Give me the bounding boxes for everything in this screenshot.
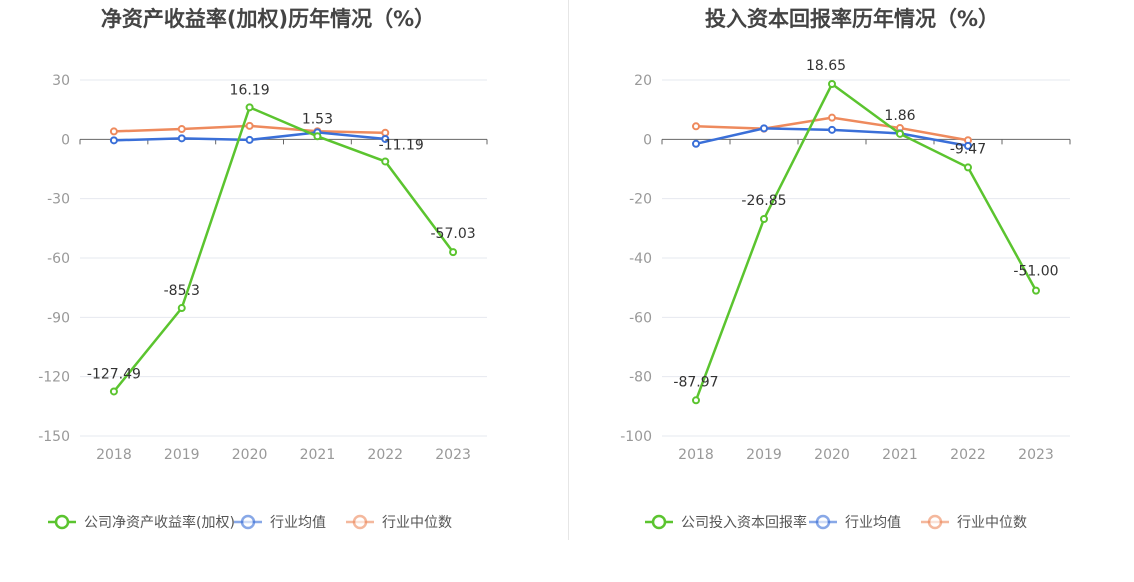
data-label: -85.3: [164, 283, 200, 299]
y-tick-label: -60: [47, 251, 70, 267]
data-label: 18.65: [806, 58, 846, 74]
data-point: [245, 135, 254, 144]
legend-label: 行业中位数: [957, 515, 1027, 531]
data-point: [692, 122, 700, 131]
x-tick-label: 2018: [96, 447, 132, 463]
data-point: [381, 128, 390, 137]
data-label: -9.47: [950, 141, 986, 157]
legend-label: 公司投入资本回报率: [681, 514, 807, 531]
data-point: [692, 396, 700, 405]
chart-title: 净资产收益率(加权)历年情况（%）: [101, 7, 435, 31]
legend-marker: [651, 514, 667, 530]
chart-1: 净资产收益率(加权)历年情况（%） 30 0 -30 -60 -90 -120 -150 201…: [38, 7, 488, 531]
legend-label: 行业均值: [270, 515, 326, 531]
x-tick-label: 2023: [1018, 447, 1054, 463]
x-tick-label: 2019: [164, 447, 200, 463]
y-tick-label: -60: [629, 310, 652, 326]
data-label: -51.00: [1013, 264, 1058, 280]
data-point: [964, 141, 972, 150]
legend-label: 行业中位数: [382, 515, 452, 531]
data-point: [828, 125, 836, 134]
y-tick-label: -30: [47, 192, 70, 208]
data-point: [109, 127, 118, 136]
panel-divider: [568, 0, 569, 540]
data-point: [692, 139, 700, 148]
y-tick-label: -20: [629, 192, 652, 208]
data-point: [109, 136, 118, 145]
data-point: [313, 132, 322, 141]
legend-label: 公司净资产收益率(加权): [84, 514, 235, 531]
legend-marker: [352, 514, 368, 530]
data-point: [245, 121, 254, 130]
data-point: [896, 129, 904, 138]
legend-label: 行业均值: [845, 515, 901, 531]
data-point: [964, 163, 972, 172]
data-label: 16.19: [230, 82, 270, 98]
data-label: 1.86: [884, 108, 915, 124]
y-tick-label: 20: [634, 73, 652, 89]
y-tick-label: 30: [52, 73, 70, 89]
data-label: -87.97: [673, 374, 718, 390]
data-point: [828, 80, 836, 89]
legend-marker: [927, 514, 943, 530]
data-point: [109, 387, 118, 396]
series-line-1: [112, 105, 455, 393]
y-tick-label: -80: [629, 370, 652, 386]
data-point: [381, 134, 390, 143]
series-line-1: [694, 82, 1038, 401]
data-point: [177, 304, 186, 313]
x-tick-label: 2023: [435, 447, 471, 463]
y-tick-label: -100: [620, 429, 652, 445]
y-tick-label: 0: [61, 132, 70, 148]
legend-marker: [815, 514, 831, 530]
legend-marker: [54, 514, 70, 530]
data-label: -57.03: [431, 226, 476, 242]
data-point: [760, 214, 768, 223]
y-tick-label: -150: [38, 429, 70, 445]
data-label: -26.85: [741, 193, 786, 209]
x-tick-label: 2022: [950, 447, 986, 463]
y-tick-label: -40: [629, 251, 652, 267]
y-tick-label: 0: [643, 132, 652, 148]
x-tick-label: 2020: [232, 447, 268, 463]
x-tick-label: 2019: [746, 447, 782, 463]
data-point: [177, 125, 186, 134]
chart-title: 投入资本回报率历年情况（%）: [705, 7, 999, 31]
x-tick-label: 2020: [814, 447, 850, 463]
data-point: [1032, 286, 1040, 295]
y-tick-label: -90: [47, 310, 70, 326]
data-label: -11.19: [379, 137, 424, 153]
data-label: -127.49: [87, 366, 141, 382]
data-point: [381, 157, 390, 166]
x-tick-label: 2022: [367, 447, 403, 463]
legend-marker: [240, 514, 256, 530]
x-tick-label: 2021: [882, 447, 918, 463]
chart-2: 投入资本回报率历年情况（%） 20 0 -20 -40 -60 -80 -100 2018 201…: [620, 7, 1071, 531]
data-point: [828, 113, 836, 122]
data-point: [177, 134, 186, 143]
data-point: [449, 248, 458, 257]
y-tick-label: -120: [38, 370, 70, 386]
data-point: [245, 103, 254, 112]
x-tick-label: 2018: [678, 447, 714, 463]
data-point: [760, 124, 768, 133]
x-tick-label: 2021: [300, 447, 336, 463]
data-label: 1.53: [302, 111, 333, 127]
